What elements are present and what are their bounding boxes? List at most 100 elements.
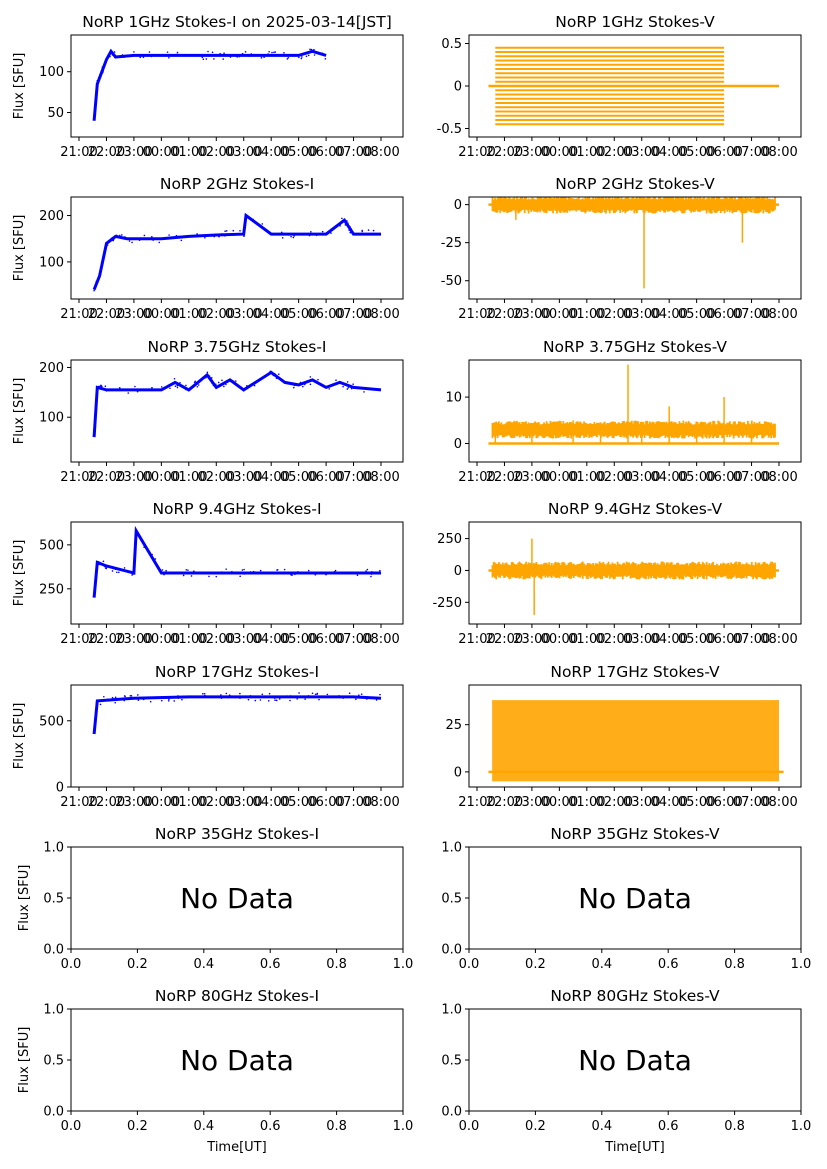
data-point bbox=[205, 58, 208, 60]
data-point bbox=[243, 234, 245, 237]
data-point bbox=[277, 373, 280, 375]
data-point bbox=[324, 54, 326, 57]
x-tick-label: 23:00 bbox=[513, 145, 550, 160]
data-point bbox=[367, 572, 370, 575]
x-tick-label: 00:00 bbox=[541, 307, 578, 322]
data-point bbox=[333, 570, 336, 573]
data-point bbox=[104, 248, 107, 251]
data-point bbox=[314, 693, 317, 696]
x-tick-label: 04:00 bbox=[252, 470, 289, 485]
data-point bbox=[138, 239, 141, 242]
x-tick-label: 05:00 bbox=[678, 470, 715, 485]
y-tick-label: 500 bbox=[39, 538, 64, 553]
y-axis-label: Flux [SFU] bbox=[17, 865, 32, 932]
x-tick-label: 05:00 bbox=[280, 795, 317, 810]
data-point bbox=[142, 56, 145, 59]
data-point bbox=[272, 374, 275, 377]
x-tick-label: 05:00 bbox=[678, 145, 715, 160]
data-point bbox=[123, 699, 126, 702]
data-point bbox=[93, 289, 95, 292]
data-point bbox=[316, 693, 318, 695]
data-point bbox=[201, 56, 204, 59]
x-tick-label: 06:00 bbox=[705, 632, 742, 647]
data-point bbox=[180, 384, 182, 387]
x-tick-label: 00:00 bbox=[541, 795, 578, 810]
data-point bbox=[259, 569, 262, 572]
data-point bbox=[104, 63, 106, 66]
x-tick-label: 0.0 bbox=[61, 1119, 82, 1134]
data-point bbox=[223, 52, 225, 55]
x-tick-label: 05:00 bbox=[280, 307, 317, 322]
data-point bbox=[348, 692, 351, 695]
y-axis-label: Flux [SFU] bbox=[12, 540, 27, 607]
data-point bbox=[243, 573, 246, 575]
data-point bbox=[93, 114, 96, 117]
data-point bbox=[109, 50, 112, 52]
data-point bbox=[318, 698, 320, 701]
panel-title: NoRP 17GHz Stokes-V bbox=[550, 663, 720, 681]
data-point bbox=[134, 550, 136, 552]
data-point bbox=[252, 218, 254, 221]
data-point bbox=[135, 532, 137, 535]
data-point bbox=[308, 234, 311, 237]
data-point bbox=[266, 230, 268, 233]
x-tick-label: 05:00 bbox=[678, 795, 715, 810]
data-point bbox=[118, 387, 121, 389]
data-point bbox=[133, 562, 136, 565]
data-point bbox=[311, 692, 314, 695]
data-point bbox=[150, 237, 153, 239]
data-point bbox=[195, 571, 198, 574]
panel-title: NoRP 17GHz Stokes-I bbox=[155, 663, 319, 681]
x-tick-label: 04:00 bbox=[252, 307, 289, 322]
data-point bbox=[160, 699, 163, 702]
data-point bbox=[168, 696, 171, 699]
data-point bbox=[151, 553, 153, 556]
data-point bbox=[281, 379, 284, 382]
data-point bbox=[243, 568, 245, 571]
data-point bbox=[99, 703, 102, 706]
data-point bbox=[118, 234, 121, 237]
data-point bbox=[207, 50, 209, 53]
x-tick-label: 02:00 bbox=[198, 145, 235, 160]
y-tick-label: 0 bbox=[454, 564, 462, 579]
data-point bbox=[151, 235, 153, 238]
y-tick-label: 0 bbox=[454, 80, 462, 95]
x-tick-label: 08:00 bbox=[362, 470, 399, 485]
data-point bbox=[352, 383, 354, 385]
x-tick-label: 00:00 bbox=[143, 145, 180, 160]
x-tick-label: 0.8 bbox=[724, 1119, 745, 1134]
panel-title: NoRP 3.75GHz Stokes-I bbox=[148, 338, 327, 356]
data-point bbox=[243, 227, 246, 229]
data-point bbox=[152, 239, 154, 241]
y-axis-label: Flux [SFU] bbox=[12, 703, 27, 770]
data-point bbox=[96, 707, 98, 709]
data-point bbox=[310, 230, 312, 233]
x-tick-label: 00:00 bbox=[143, 307, 180, 322]
x-tick-label: 03:00 bbox=[225, 145, 262, 160]
data-point bbox=[330, 572, 333, 575]
x-tick-label: 22:00 bbox=[486, 307, 523, 322]
data-point bbox=[309, 48, 311, 51]
y-tick-label: 0 bbox=[56, 781, 64, 796]
x-tick-label: 04:00 bbox=[650, 795, 687, 810]
data-point bbox=[241, 52, 244, 55]
data-point bbox=[315, 571, 318, 574]
x-tick-label: 21:00 bbox=[60, 307, 97, 322]
x-tick-label: 06:00 bbox=[307, 632, 344, 647]
data-point bbox=[225, 692, 228, 695]
data-point bbox=[96, 86, 98, 89]
x-tick-label: 06:00 bbox=[705, 795, 742, 810]
data-point bbox=[223, 385, 225, 388]
data-point bbox=[213, 235, 216, 238]
y-tick-label: 50 bbox=[47, 106, 64, 121]
x-tick-label: 08:00 bbox=[362, 632, 399, 647]
plot-area bbox=[488, 46, 779, 126]
axes-frame bbox=[70, 34, 404, 138]
data-point bbox=[289, 699, 291, 702]
panel-title: NoRP 9.4GHz Stokes-I bbox=[152, 500, 321, 518]
data-point bbox=[366, 698, 368, 700]
x-tick-label: 07:00 bbox=[335, 470, 372, 485]
x-tick-label: 00:00 bbox=[143, 470, 180, 485]
data-point bbox=[93, 435, 96, 437]
x-tick-label: 05:00 bbox=[280, 470, 317, 485]
